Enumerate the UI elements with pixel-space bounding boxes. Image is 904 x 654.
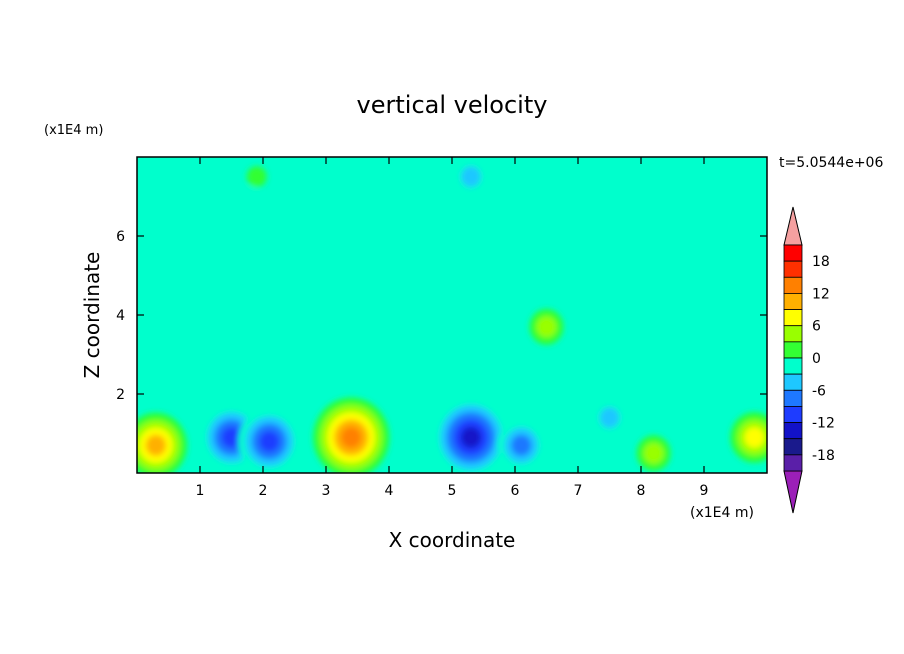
y-tick-label: 2 [116, 387, 125, 403]
x-tick-label: 2 [259, 483, 268, 499]
contour-feature [137, 412, 187, 473]
contour-feature [636, 435, 671, 472]
contour-feature [586, 320, 607, 342]
chart-title: vertical velocity [357, 91, 548, 119]
contour-level [259, 430, 280, 452]
colorbar-tick-label: 0 [812, 351, 821, 367]
contour-feature [432, 397, 509, 473]
x-tick-label: 4 [385, 483, 394, 499]
contour-level [511, 434, 532, 456]
y-axis-unit: (x1E4 m) [44, 123, 103, 138]
x-tick-label: 9 [700, 483, 709, 499]
colorbar-segment [783, 309, 803, 327]
colorbar-segment [783, 244, 803, 262]
contour-feature [246, 166, 267, 188]
y-tick-label: 4 [116, 308, 125, 324]
contour-level [643, 442, 664, 464]
x-axis-unit: (x1E4 m) [690, 505, 754, 521]
colorbar-segment [783, 357, 803, 375]
x-tick-label: 3 [322, 483, 331, 499]
colorbar-segment [783, 325, 803, 343]
contour-feature [238, 408, 301, 473]
colorbar-tick-label: 6 [812, 319, 821, 335]
contour-level [221, 426, 242, 448]
colorbar-tick-label: -6 [812, 383, 826, 399]
contour-feature [453, 158, 488, 195]
colorbar-segment [783, 389, 803, 407]
y-tick-label: 6 [116, 229, 125, 245]
contour-level [246, 166, 267, 188]
contour-feature [730, 412, 767, 463]
colorbar-segment [783, 373, 803, 391]
colorbar-tick-label: 12 [812, 286, 830, 302]
colorbar-segment [783, 438, 803, 456]
colorbar-segment [783, 293, 803, 310]
contour-level [240, 186, 261, 207]
contour-feature [397, 182, 418, 204]
contour-feature [592, 399, 627, 436]
colorbar-segment [783, 406, 803, 423]
colorbar-max-arrow [783, 206, 803, 246]
colorbar-segment [783, 341, 803, 359]
y-axis-label: Z coordinate [80, 252, 104, 379]
x-axis: 1 2 3 4 5 6 7 8 9 [196, 157, 709, 499]
contour-field [137, 158, 767, 473]
contour-level [586, 320, 607, 342]
x-tick-label: 5 [448, 483, 457, 499]
x-axis-label: X coordinate [389, 528, 516, 552]
colorbar-min-arrow [783, 470, 803, 514]
colorbar-tick-label: -12 [812, 416, 835, 432]
x-tick-label: 7 [574, 483, 583, 499]
colorbar-segment [783, 454, 803, 472]
colorbar: 18 12 6 0 -6 -12 -18 [783, 206, 835, 514]
contour-feature [529, 309, 564, 345]
contour-level [599, 407, 620, 429]
contour-feature [497, 420, 546, 471]
colorbar-segment [783, 422, 803, 440]
contour-level [744, 426, 765, 448]
colorbar-tick-label: 18 [812, 254, 830, 270]
x-tick-label: 8 [637, 483, 646, 499]
contour-level [536, 316, 557, 338]
contour-level [145, 434, 166, 456]
contour-level [460, 426, 481, 448]
x-tick-label: 6 [511, 483, 520, 499]
plot-area [137, 157, 767, 473]
contour-level [397, 182, 418, 204]
contour-level [460, 166, 481, 188]
colorbar-tick-label: -18 [812, 448, 835, 464]
contour-feature [240, 186, 261, 207]
contour-feature [313, 397, 390, 473]
colorbar-segment [783, 276, 803, 294]
contour-level [341, 426, 362, 448]
time-label: t=5.0544e+06 [779, 155, 883, 171]
x-tick-label: 1 [196, 483, 205, 499]
y-axis: 2 4 6 [116, 229, 767, 403]
colorbar-segment [783, 260, 803, 278]
